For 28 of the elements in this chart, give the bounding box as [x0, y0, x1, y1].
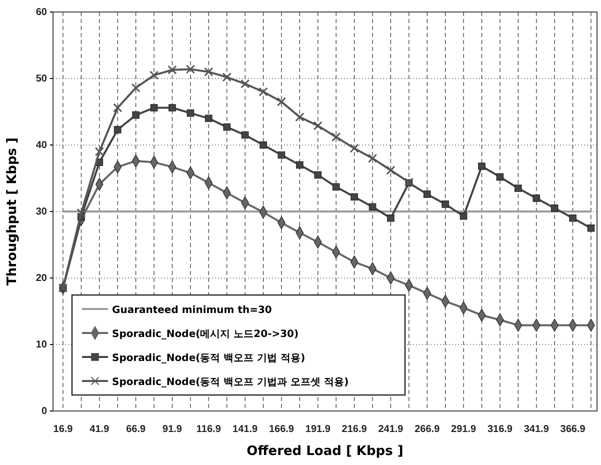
y-tick-label: 30: [36, 206, 48, 218]
x-tick-label: 66.9: [126, 424, 146, 436]
x-tick-label: 266.9: [414, 424, 440, 436]
x-tick-label: 316.9: [487, 424, 513, 436]
legend-label: Sporadic_Node(메시지 노드20->30): [112, 329, 299, 340]
legend-label: Sporadic_Node(동적 백오프 기법 적용): [112, 353, 306, 364]
y-tick-label: 20: [36, 273, 48, 284]
x-axis-title: Offered Load [ Kbps ]: [246, 444, 404, 459]
x-tick-label: 241.9: [378, 424, 404, 436]
y-tick-label: 60: [36, 7, 48, 18]
y-axis-title: Throughput [ Kbps ]: [5, 138, 20, 286]
x-tick-label: 216.9: [342, 424, 368, 436]
y-tick-label: 0: [41, 406, 48, 418]
x-tick-label: 41.9: [90, 424, 110, 436]
x-tick-label: 166.9: [268, 424, 294, 436]
x-tick-label: 341.9: [524, 424, 550, 436]
x-tick-label: 366.9: [560, 424, 586, 436]
x-tick-label: 116.9: [196, 424, 222, 436]
x-tick-label: 16.9: [53, 424, 74, 436]
legend-label: Guaranteed minimum th=30: [112, 305, 272, 316]
x-tick-label: 291.9: [451, 424, 476, 436]
x-tick-label: 191.9: [305, 424, 331, 436]
x-tick-label: 91.9: [162, 424, 182, 436]
legend-label: Sporadic_Node(동적 백오프 기법과 오프셋 적용): [112, 377, 349, 388]
y-tick-label: 10: [36, 340, 48, 351]
y-tick-label: 40: [36, 140, 48, 152]
x-tick-label: 141.9: [232, 424, 258, 436]
y-tick-label: 50: [36, 74, 48, 85]
